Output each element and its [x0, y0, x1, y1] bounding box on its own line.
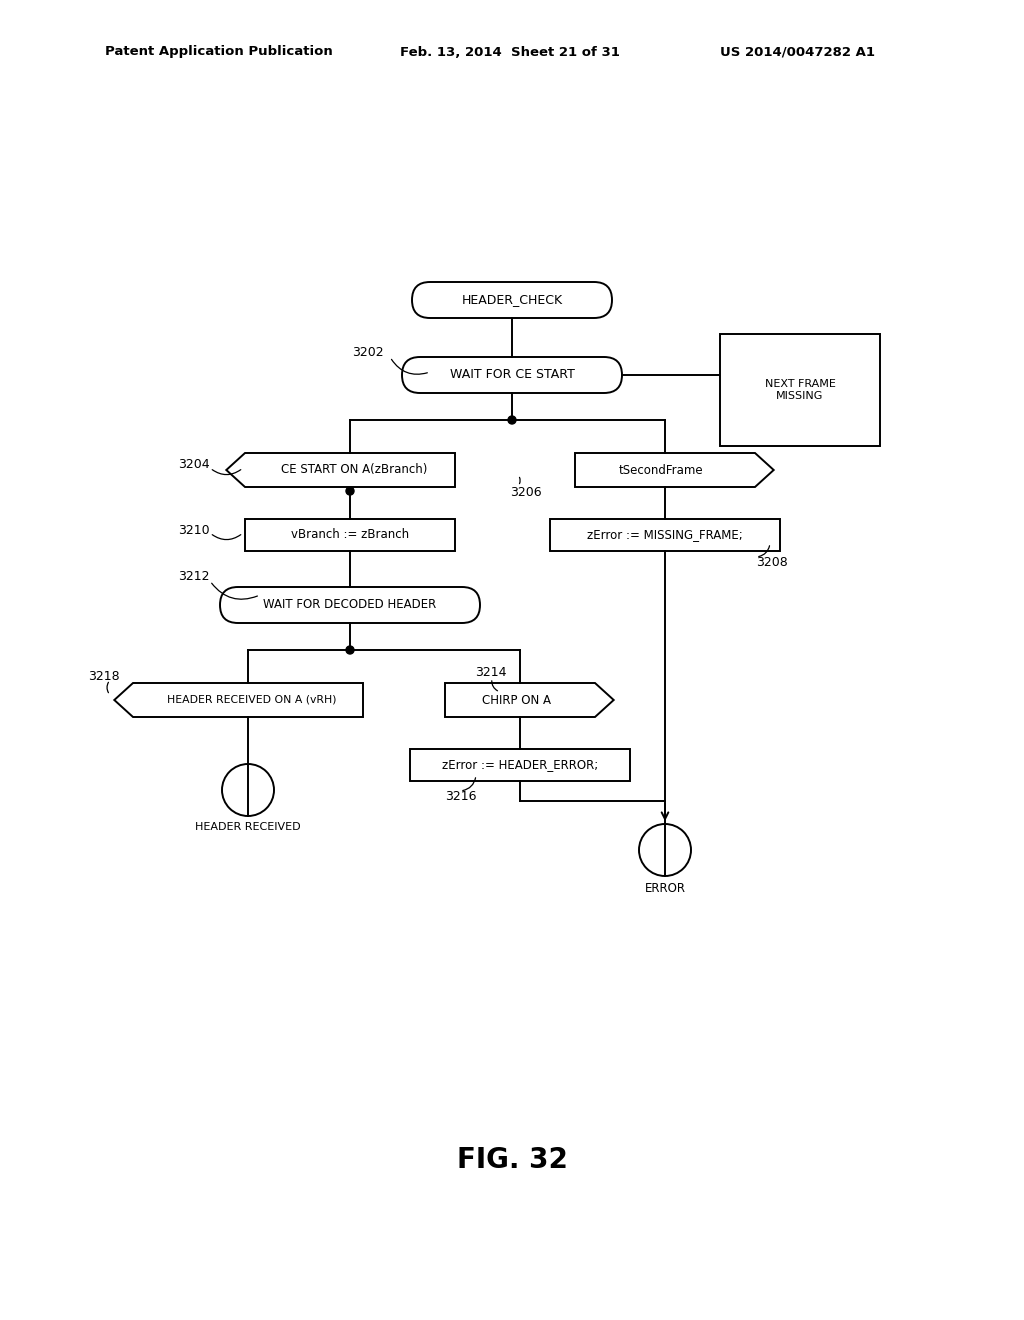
Text: 3212: 3212	[178, 570, 210, 583]
Bar	[550, 519, 780, 550]
Text: 3204: 3204	[178, 458, 210, 471]
Text: tSecondFrame: tSecondFrame	[618, 463, 703, 477]
Polygon shape	[115, 682, 362, 717]
FancyBboxPatch shape	[220, 587, 480, 623]
Text: ERROR: ERROR	[644, 882, 685, 895]
Circle shape	[346, 487, 354, 495]
Bar	[410, 748, 630, 781]
Text: HEADER_CHECK: HEADER_CHECK	[462, 293, 562, 306]
Circle shape	[346, 645, 354, 653]
Text: 3202: 3202	[352, 346, 384, 359]
Text: 3206: 3206	[510, 486, 542, 499]
FancyBboxPatch shape	[412, 282, 612, 318]
Text: zError := HEADER_ERROR;: zError := HEADER_ERROR;	[442, 759, 598, 771]
Polygon shape	[445, 682, 613, 717]
Text: FIG. 32: FIG. 32	[457, 1146, 567, 1173]
Text: Feb. 13, 2014  Sheet 21 of 31: Feb. 13, 2014 Sheet 21 of 31	[400, 45, 620, 58]
Text: CE START ON A(zBranch): CE START ON A(zBranch)	[281, 463, 427, 477]
Polygon shape	[226, 453, 455, 487]
Circle shape	[639, 824, 691, 876]
Text: zError := MISSING_FRAME;: zError := MISSING_FRAME;	[587, 528, 742, 541]
Text: WAIT FOR CE START: WAIT FOR CE START	[450, 368, 574, 381]
Circle shape	[508, 416, 516, 424]
Text: HEADER RECEIVED ON A (vRH): HEADER RECEIVED ON A (vRH)	[167, 696, 337, 705]
Text: 3218: 3218	[88, 669, 120, 682]
Text: CHIRP ON A: CHIRP ON A	[481, 693, 551, 706]
Text: 3210: 3210	[178, 524, 210, 536]
Text: NEXT FRAME
MISSING: NEXT FRAME MISSING	[765, 379, 836, 401]
Bar	[245, 519, 455, 550]
Text: US 2014/0047282 A1: US 2014/0047282 A1	[720, 45, 874, 58]
Text: 3214: 3214	[475, 665, 507, 678]
Circle shape	[222, 764, 274, 816]
Text: Patent Application Publication: Patent Application Publication	[105, 45, 333, 58]
Text: WAIT FOR DECODED HEADER: WAIT FOR DECODED HEADER	[263, 598, 436, 611]
Polygon shape	[575, 453, 774, 487]
Text: vBranch := zBranch: vBranch := zBranch	[291, 528, 409, 541]
FancyBboxPatch shape	[402, 356, 622, 393]
Text: 3216: 3216	[445, 791, 476, 804]
Text: 3208: 3208	[756, 557, 787, 569]
Text: HEADER RECEIVED: HEADER RECEIVED	[196, 822, 301, 832]
